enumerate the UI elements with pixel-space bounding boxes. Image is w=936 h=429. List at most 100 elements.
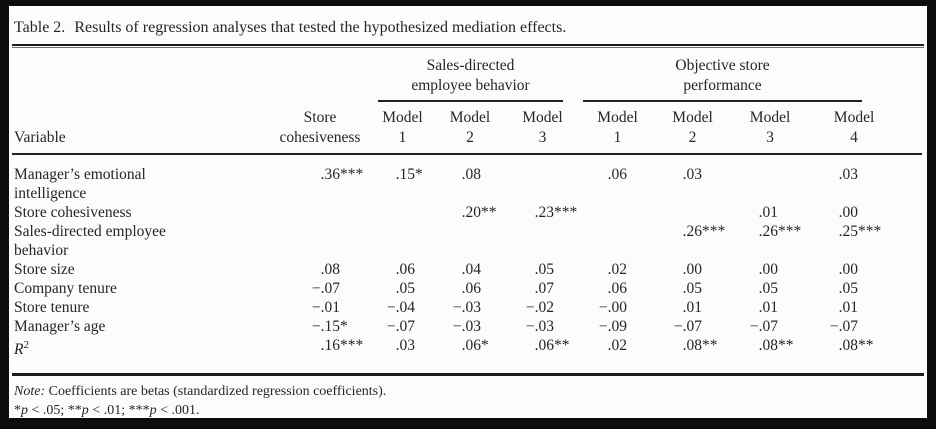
coefficient-cell [370,203,435,222]
coefficient-value: .01 [758,299,779,316]
column-header-model: Model 1 [580,102,656,155]
coefficient-value: .03 [682,166,703,183]
coefficient-value: .15 [395,166,415,183]
coefficient-cell: .03 [810,154,922,203]
coefficient-value: .00 [838,261,859,278]
coefficient-value: .08 [682,337,703,354]
coefficient-cell: .06 [435,279,505,298]
row-label: Sales-directed employee behavior [14,223,166,259]
coefficient-value: .00 [758,261,779,278]
top-double-rule [12,44,924,48]
note-text: Coefficients are betas (standardized reg… [45,384,387,400]
coefficient-value: .36 [320,166,340,183]
coefficient-value: −.09 [598,318,628,335]
coefficient-value: .06 [395,261,415,278]
table-note: Note: Coefficients are betas (standardiz… [14,382,922,418]
table-page: Table 2. Results of regression analyses t… [9,6,927,418]
p-symbol: p [149,403,157,418]
table-row: R2 .16*** .03 .06* .06** .02 .08** .08** .08** [12,336,922,367]
coefficient-value: .00 [838,204,859,221]
coefficient-cell: −.03 [505,317,580,336]
group-header-label: Objective store performance [675,57,770,94]
table-row: Sales-directed employee behavior .26*** .26… [12,222,922,260]
coefficient-cell: .25*** [838,223,882,240]
table-caption: Results of regression analyses that test… [74,19,567,36]
coefficient-value: .25 [838,223,859,240]
group-header: Objective store performance [580,52,922,102]
coefficient-value: .05 [682,280,703,297]
coefficient-cell: .20** [461,204,497,221]
coefficient-cell: .02 [580,336,655,367]
coefficient-value: −.07 [386,318,415,335]
coefficient-cell: .05 [810,279,922,298]
table-row: Manager’s age −.15* −.07 −.03 −.03 −.09 −.07 −.… [12,317,922,336]
note-prefix: Note: [14,384,46,400]
row-label: Manager’s age [14,318,106,335]
coefficient-cell [270,203,370,222]
coefficient-cell: −.04 [370,298,435,317]
coefficient-value: .07 [534,280,555,297]
column-header-variable: Variable [12,102,270,155]
coefficient-value: −.07 [749,318,779,335]
group-underline: Objective store performance [583,56,863,102]
coefficient-cell: .03 [655,154,730,203]
coefficient-cell: −.07 [655,317,730,336]
coefficient-value: −.15 [311,318,340,335]
coefficient-cell: .01 [730,298,810,317]
coefficient-value: .02 [607,261,628,278]
table-row: Company tenure −.07 .05 .06 .07 .06 .05 .05 .05 [12,279,922,298]
coefficient-cell: −.07 [370,317,435,336]
group-header: Sales-directed employee behavior [370,52,580,102]
coefficient-value: −.03 [452,299,481,316]
coefficient-cell: −.07 [270,279,370,298]
coefficient-value: .08 [320,261,340,278]
coefficient-cell: .05 [730,279,810,298]
coefficient-cell: .00 [655,260,730,279]
group-header-row: Sales-directed employee behavior Objective… [12,52,922,102]
coefficient-value: .16 [320,337,340,354]
coefficient-cell: −.15* [311,318,348,335]
coefficient-cell: −.00 [580,298,655,317]
coefficient-cell: .04 [435,260,505,279]
column-header-model: Model 3 [505,102,581,155]
group-header-spacer [12,52,370,102]
group-underline: Sales-directed employee behavior [378,56,564,102]
coefficient-cell [505,154,580,203]
row-label: Store size [14,261,75,278]
row-label: Manager’s emotional intelligence [14,166,146,202]
coefficient-cell: −.03 [435,298,505,317]
row-label: Store cohesiveness [14,204,132,221]
coefficient-value: .05 [534,261,555,278]
coefficient-cell: −.02 [505,298,580,317]
coefficient-cell [435,222,505,260]
coefficient-cell: .01 [810,298,922,317]
coefficient-cell: .15* [395,166,423,183]
coefficient-value: .08 [838,337,859,354]
coefficient-value: .06 [534,337,555,354]
coefficient-value: .06 [461,337,481,354]
column-header-model: Model 4 [810,102,923,155]
coefficient-value: −.03 [525,318,555,335]
coefficient-cell: .06 [580,154,655,203]
coefficient-cell: .01 [730,203,810,222]
coefficient-cell: −.01 [270,298,370,317]
coefficient-cell [370,222,435,260]
coefficient-cell: .05 [655,279,730,298]
row-label: Store tenure [14,299,90,316]
coefficient-value: .03 [838,166,859,183]
row-label: R2 [12,336,270,367]
column-header-model: Model 3 [730,102,811,155]
table-row: Manager’s emotional intelligence .36*** .15… [12,154,922,203]
coefficient-cell: .08** [758,337,794,354]
coefficient-value: .23 [534,204,555,221]
coefficient-cell [505,222,580,260]
table-row: Store size .08 .06 .04 .05 .02 .00 .00 .00 [12,260,922,279]
coefficient-value: .01 [682,299,703,316]
table-row: Store cohesiveness .20** .23*** .01 .00 [12,203,922,222]
coefficient-cell [270,222,370,260]
p-symbol: p [81,403,89,418]
coefficient-cell: −.07 [730,317,810,336]
coefficient-value: .00 [682,261,703,278]
coefficient-cell: .08** [682,337,718,354]
table-body: Manager’s emotional intelligence .36*** .15… [12,154,922,367]
